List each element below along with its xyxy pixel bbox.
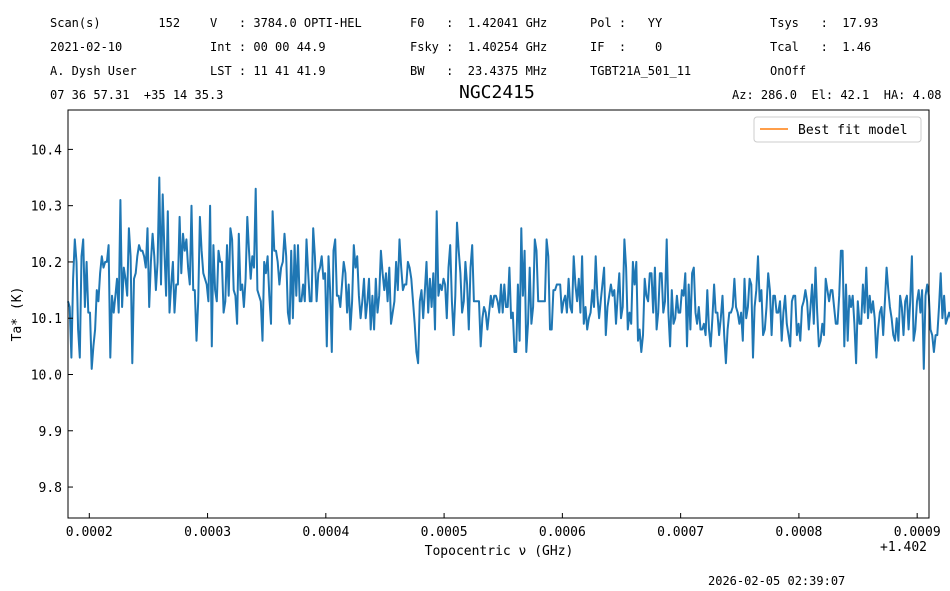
header-int: Int : 00 00 44.9: [210, 40, 326, 54]
y-tick-label: 10.4: [31, 143, 62, 158]
y-tick-label: 10.1: [31, 312, 62, 327]
header-project: TGBT21A_501_11: [590, 64, 692, 78]
x-tick-label: 0.0004: [302, 525, 349, 540]
header-lst: LST : 11 41 41.9: [210, 64, 326, 78]
spectrum-series-line: [67, 176, 950, 370]
x-tick-label: 0.0005: [421, 525, 468, 540]
header-fsky: Fsky : 1.40254 GHz: [410, 40, 548, 54]
chart-title: NGC2415: [459, 82, 535, 103]
x-offset-label: +1.402: [880, 540, 927, 555]
y-tick-label: 10.0: [31, 368, 62, 383]
y-tick-label: 10.2: [31, 256, 62, 271]
legend: Best fit model: [753, 116, 922, 143]
x-axis-ticks: 0.0002 0.0003 0.0004 0.0005 0.0006 0.0007 0.00…: [66, 513, 941, 540]
legend-label-best-fit: Best fit model: [798, 123, 908, 138]
header-date: 2021-02-10: [50, 40, 123, 54]
y-tick-label: 9.8: [39, 481, 62, 496]
x-tick-label: 0.0003: [184, 525, 231, 540]
y-tick-label: 9.9: [39, 425, 62, 440]
header-bw: BW : 23.4375 MHz: [410, 64, 548, 78]
legend-box: [753, 116, 922, 143]
y-tick-label: 10.3: [31, 200, 62, 215]
y-axis-label: Ta* (K): [10, 287, 25, 342]
x-tick-label: 0.0002: [66, 525, 113, 540]
x-tick-label: 0.0006: [539, 525, 586, 540]
header-pol: Pol : YY: [590, 16, 663, 30]
y-axis-ticks: 9.8 9.9 10.0 10.1 10.2 10.3 10.4: [31, 143, 73, 496]
header-coords: 07 36 57.31 +35 14 35.3: [50, 88, 224, 102]
plot-frame: [67, 109, 930, 519]
timestamp: 2026-02-05 02:39:07: [708, 574, 846, 588]
header-scan: Scan(s) 152: [50, 16, 181, 30]
x-tick-label: 0.0007: [657, 525, 704, 540]
x-tick-label: 0.0009: [894, 525, 941, 540]
header-azel: Az: 286.0 El: 42.1 HA: 4.08: [732, 88, 942, 102]
x-axis-label: Topocentric ν (GHz): [425, 544, 574, 559]
header-velocity: V : 3784.0 OPTI-HEL: [210, 16, 362, 30]
header-tcal: Tcal : 1.46: [770, 40, 872, 54]
header-if: IF : 0: [590, 40, 663, 54]
header-f0: F0 : 1.42041 GHz: [410, 16, 548, 30]
header-user: A. Dysh User: [50, 64, 137, 78]
header-tsys: Tsys : 17.93: [770, 16, 879, 30]
series-layer: [67, 176, 950, 370]
x-tick-label: 0.0008: [775, 525, 822, 540]
header-procedure: OnOff: [770, 64, 807, 78]
